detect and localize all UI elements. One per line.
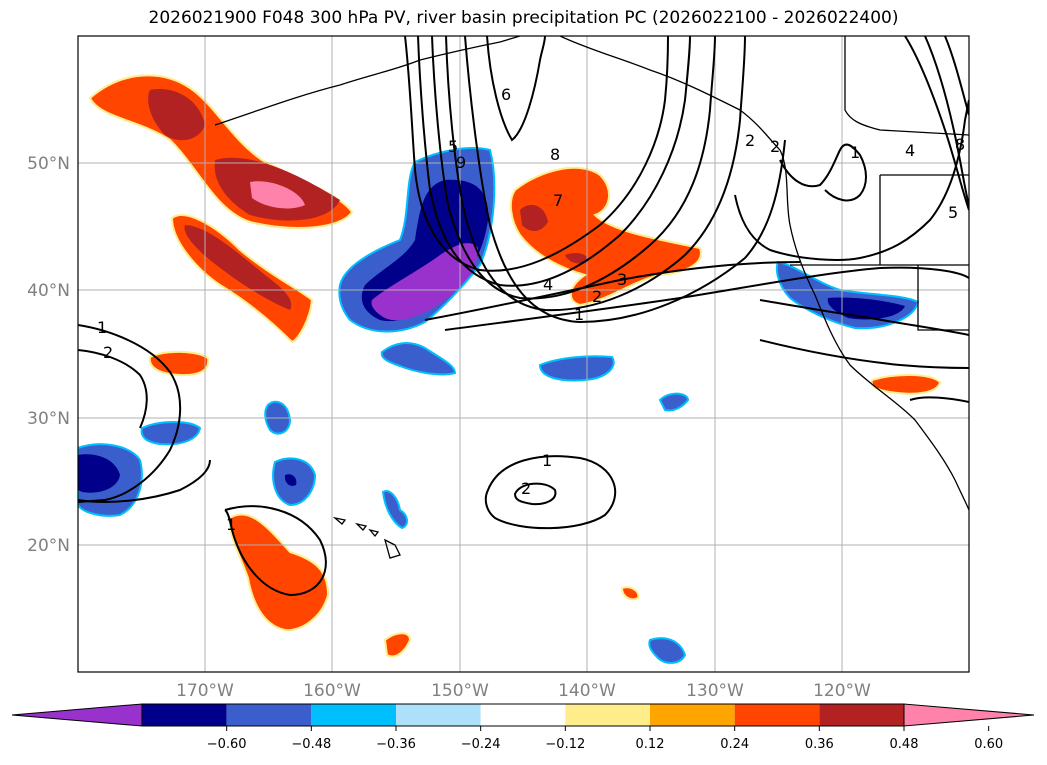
precip-negative-region <box>658 392 690 412</box>
contour-label: 3 <box>617 270 627 289</box>
lat-label: 20°N <box>27 536 70 556</box>
lat-label: 40°N <box>27 281 70 301</box>
lon-label: 150°W <box>431 681 489 701</box>
map-frame <box>77 35 970 673</box>
precip-positive-region <box>148 350 210 377</box>
colorbar-bin <box>650 704 735 726</box>
longitude-labels: 170°W 160°W 150°W 140°W 130°W 120°W <box>176 681 871 701</box>
map-title: 2026021900 F048 300 hPa PV, river basin … <box>148 8 899 28</box>
colorbar-tick-label: 0.24 <box>720 737 749 752</box>
contour-label: 1 <box>97 318 107 337</box>
latitude-labels: 20°N 30°N 40°N 50°N <box>27 154 70 556</box>
contour-label: 2 <box>103 343 113 362</box>
precip-positive-region <box>620 586 640 601</box>
contour-label: 1 <box>574 305 584 324</box>
graticule <box>78 36 969 672</box>
colorbar-extend-min <box>11 703 143 727</box>
precip-positive-region <box>148 89 205 141</box>
colorbar-tick-label: 0.12 <box>636 737 665 752</box>
lon-label: 120°W <box>813 681 871 701</box>
contour-label: 5 <box>948 203 958 222</box>
precip-positive-region <box>520 204 548 231</box>
precip-positive-region <box>228 513 330 632</box>
contour-label: 4 <box>543 275 553 294</box>
contour-label: 8 <box>955 135 965 154</box>
colorbar-bin <box>565 704 650 726</box>
colorbar-tick-label: 0.48 <box>890 737 919 752</box>
precip-negative-region <box>78 454 120 493</box>
precip-negative-region <box>371 243 478 321</box>
precip-positive-region <box>870 373 942 395</box>
lon-label: 130°W <box>686 681 744 701</box>
colorbar-extend-max <box>903 703 1035 727</box>
colorbar-outline <box>141 703 905 727</box>
colorbar-bin <box>819 704 904 726</box>
contour-label: 2 <box>592 287 602 306</box>
lat-label: 30°N <box>27 409 70 429</box>
contour-label: 1 <box>226 515 236 534</box>
contour-label: 2 <box>745 131 755 150</box>
precip-negative-region <box>380 342 457 376</box>
colorbar-tick-label: −0.36 <box>376 737 416 752</box>
lat-label: 50°N <box>27 154 70 174</box>
contour-label: 2 <box>521 479 531 498</box>
colorbar-tick-label: −0.24 <box>461 737 501 752</box>
contour-label: 4 <box>905 141 915 160</box>
pv-contours <box>78 36 969 597</box>
precip-negative-region <box>648 637 687 664</box>
precip-negative-region <box>284 474 297 486</box>
colorbar-bin <box>396 704 481 726</box>
precip-negative-region <box>140 421 202 446</box>
precip-negative-region <box>538 355 615 382</box>
contour-label: 7 <box>553 191 563 210</box>
pv-contour-labels: 1 2 3 4 5 6 7 8 9 1 2 1 2 1 2 1 2 4 5 8 <box>97 85 965 534</box>
lon-label: 170°W <box>176 681 234 701</box>
precip-negative-region <box>381 490 408 530</box>
map-content: 1 2 3 4 5 6 7 8 9 1 2 1 2 1 2 1 2 4 5 8 <box>78 36 969 672</box>
contour-label: 9 <box>456 153 466 172</box>
colorbar-tick-label: −0.60 <box>207 737 247 752</box>
colorbar-bin <box>734 704 820 726</box>
precip-fill-layer <box>78 74 942 664</box>
lon-label: 140°W <box>558 681 616 701</box>
colorbar-tick-label: −0.48 <box>291 737 331 752</box>
precip-positive-region <box>184 225 292 310</box>
colorbar: −0.60 −0.48 −0.36 −0.24 −0.12 0.12 0.24 0.36 0.4… <box>11 703 1035 752</box>
contour-label: 6 <box>501 85 511 104</box>
contour-label: 1 <box>542 451 552 470</box>
lon-label: 160°W <box>303 681 361 701</box>
contour-label: 8 <box>550 145 560 164</box>
contour-label: 1 <box>850 143 860 162</box>
colorbar-tick-label: 0.60 <box>974 737 1003 752</box>
colorbar-bin <box>142 704 227 726</box>
contour-label: 5 <box>448 137 458 156</box>
colorbar-bin <box>311 704 396 726</box>
precip-positive-region <box>383 632 412 658</box>
colorbar-tick-label: 0.36 <box>805 737 834 752</box>
colorbar-tick-label: −0.12 <box>545 737 585 752</box>
colorbar-bin <box>226 704 312 726</box>
precip-positive-region <box>565 252 589 264</box>
contour-label: 2 <box>770 137 780 156</box>
colorbar-bin <box>480 704 566 726</box>
precip-positive-region <box>250 181 305 209</box>
